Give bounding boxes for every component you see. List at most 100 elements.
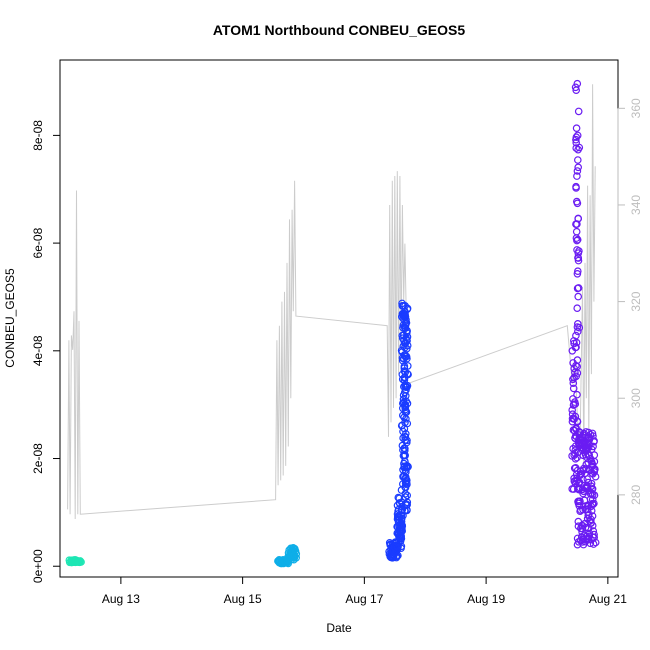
data-point [402, 344, 411, 353]
data-point [573, 267, 582, 276]
data-point [572, 133, 581, 142]
data-point [403, 381, 412, 390]
data-point [572, 184, 580, 192]
data-point [573, 327, 582, 336]
data-point [77, 558, 85, 566]
data-point [590, 491, 599, 500]
data-point [402, 438, 411, 447]
data-point [403, 362, 412, 370]
data-point [572, 227, 581, 236]
data-point [569, 379, 578, 388]
data-point [582, 465, 590, 474]
secondary-series-line [67, 84, 596, 520]
data-point [588, 495, 597, 504]
data-point [590, 499, 598, 508]
y-axis-label: CONBEU_GEOS5 [3, 268, 17, 368]
data-point [401, 407, 410, 415]
data-point [590, 468, 599, 476]
data-point [573, 199, 582, 208]
data-point [403, 341, 412, 350]
y-tick-label: 2e-08 [31, 443, 45, 474]
data-point [587, 479, 596, 488]
data-point [583, 483, 592, 492]
data-point [588, 521, 597, 530]
axes-layer: Aug 13 Aug 15 Aug 17 Aug 19 Aug 21 0e+00 2e-08… [31, 59, 643, 606]
data-point [590, 457, 599, 466]
data-point [404, 462, 412, 471]
y-tick-label: 4e-08 [31, 335, 45, 366]
data-point [403, 305, 412, 314]
data-point [573, 269, 582, 278]
plot-frame [59, 59, 619, 578]
data-point [589, 500, 597, 509]
data-point [403, 419, 412, 428]
data-point [403, 506, 411, 515]
data-point [573, 319, 582, 328]
data-point [575, 323, 584, 332]
data-point [402, 315, 410, 324]
data-point [591, 472, 600, 481]
y-right-tick-label: 280 [629, 485, 643, 505]
data-point [591, 538, 600, 547]
data-point [574, 253, 582, 262]
data-point [586, 539, 595, 548]
data-point [575, 143, 584, 152]
data-point [393, 552, 401, 561]
data-point [397, 526, 406, 535]
data-point [574, 163, 583, 172]
y-right-tick-label: 320 [629, 291, 643, 311]
data-point [571, 449, 579, 458]
data-point [573, 417, 582, 426]
data-point [573, 236, 581, 245]
y-right-tick-label: 300 [629, 388, 643, 408]
data-point [574, 214, 583, 223]
data-point [403, 491, 412, 500]
data-point [574, 284, 583, 292]
data-point [572, 144, 581, 152]
data-point [590, 530, 598, 539]
data-point [573, 172, 581, 180]
data-point [403, 500, 412, 509]
data-point [403, 480, 411, 489]
data-point [574, 107, 583, 116]
x-axis-label: Date [326, 621, 352, 635]
data-point [572, 331, 580, 340]
y-right-tick-label: 360 [629, 98, 643, 118]
data-point [402, 329, 411, 337]
data-point [397, 517, 406, 526]
data-point [402, 408, 411, 416]
data-point [569, 384, 578, 393]
data-point [572, 124, 581, 133]
data-point [571, 400, 580, 408]
data-point [397, 542, 406, 551]
data-point [403, 336, 411, 345]
data-point [397, 534, 406, 543]
data-point [573, 390, 581, 399]
y-tick-label: 0e+00 [31, 549, 45, 583]
data-point [590, 533, 599, 542]
x-tick-label: Aug 17 [345, 592, 383, 606]
data-point [403, 369, 412, 378]
data-point [574, 256, 583, 265]
data-point [589, 432, 597, 440]
secondary-line-layer [67, 84, 596, 520]
data-point [571, 83, 580, 92]
data-point [403, 463, 411, 472]
scatter-points-layer [65, 79, 600, 568]
y-tick-label: 6e-08 [31, 227, 45, 258]
data-point [581, 523, 590, 532]
x-tick-label: Aug 15 [224, 592, 262, 606]
x-tick-label: Aug 13 [102, 592, 140, 606]
x-tick-label: Aug 21 [589, 592, 627, 606]
data-point [402, 397, 411, 406]
data-point [573, 156, 582, 164]
data-point [568, 406, 577, 414]
data-point [574, 292, 583, 301]
data-point [574, 249, 583, 257]
data-point [573, 167, 582, 175]
data-point [402, 318, 411, 327]
data-point [573, 304, 582, 313]
data-point [573, 79, 582, 88]
data-point [403, 354, 411, 363]
chart-title: ATOM1 Northbound CONBEU_GEOS5 [213, 22, 465, 38]
